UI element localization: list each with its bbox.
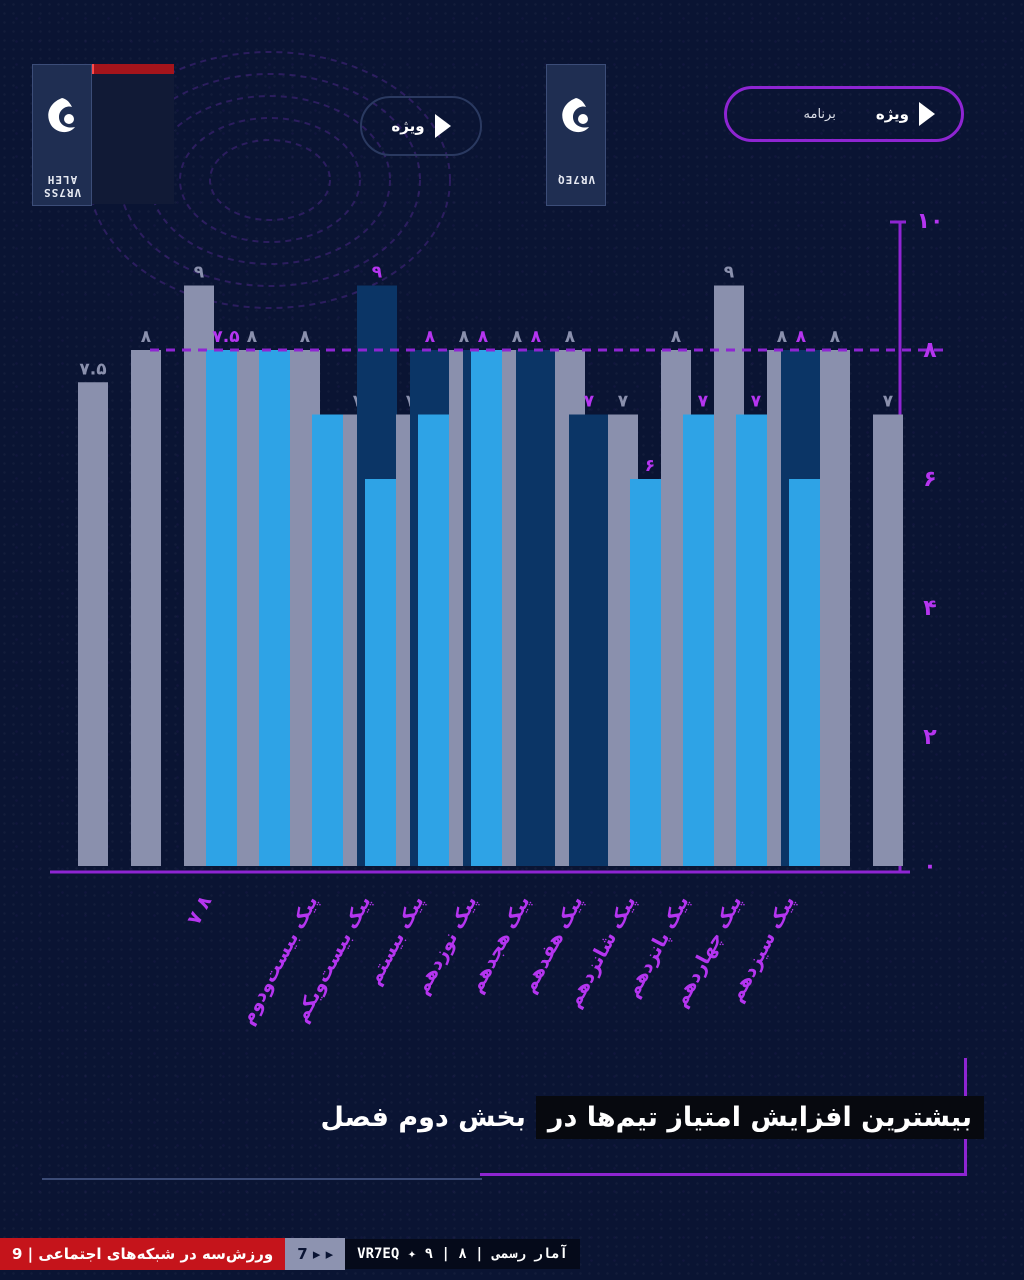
dark-panel (90, 74, 174, 204)
bar-gray (131, 350, 161, 866)
bar-value-label: ۷.۵ (79, 359, 106, 379)
bar-value-label: ۷ (618, 392, 629, 412)
bar-value-label: ۷.۵ (212, 327, 239, 347)
logo-mark-icon (48, 98, 75, 133)
bar-value-label: ۸ (141, 327, 152, 347)
bar-value-label: ۸ (300, 327, 311, 347)
footer-stats: VR7EQ ✦ آمار رسمی | ۸ | ۹ (345, 1239, 580, 1269)
pill-right-muted: برنامه (803, 106, 836, 122)
bar-value-label: ۸ (830, 327, 841, 347)
badge-pill-right: برنامه ویژه (724, 86, 964, 142)
bar-value-label: ۸ (425, 327, 436, 347)
bar-gray (873, 414, 903, 866)
pill-right-strong: ویژه (875, 105, 909, 123)
bar-value-label: ۸ (459, 327, 470, 347)
logo-mark-icon (562, 98, 589, 133)
bar-value-label: ۸ (531, 327, 542, 347)
footer-social[interactable]: 9 | ورزش‌سه در شبکه‌های اجتماعی (0, 1238, 286, 1270)
y-tick-label: ۴ (923, 596, 936, 621)
title-underline (42, 1178, 482, 1180)
footer-bar: 9 | ورزش‌سه در شبکه‌های اجتماعی 7 ▸ ▸ VR… (0, 1236, 790, 1272)
y-tick-label: ۸ (923, 338, 937, 363)
y-tick-label: ۱۰ (917, 209, 944, 234)
footer-nav[interactable]: 7 ▸ ▸ (285, 1238, 346, 1270)
bar-value-label: ۸ (671, 327, 682, 347)
chevron-right-icon (434, 114, 451, 138)
bar-value-label: ۶ (645, 456, 655, 476)
chart-title: بخش دوم فصل بیشترین افزایش امتیاز تیم‌ها… (42, 1086, 984, 1148)
bar-value-label: ۸ (512, 327, 523, 347)
bar-value-label: ۸ (247, 327, 258, 347)
y-tick-label: ۲ (923, 725, 937, 750)
bar-value-label: ۸ (478, 327, 489, 347)
bar-navy (569, 414, 609, 866)
bar-value-label: ۹ (194, 263, 205, 283)
bar-value-label: ۷ (751, 392, 762, 412)
bar-gray (78, 382, 108, 866)
bar-value-label: ۸ (777, 327, 788, 347)
category-label: ۷ ۸ (183, 892, 217, 929)
y-tick-label: ۶ (923, 467, 936, 492)
title-part2: بخش دوم فصل (320, 1101, 526, 1133)
bar-value-label: ۹ (372, 263, 383, 283)
bar-value-label: ۷ (584, 392, 595, 412)
bar-value-label: ۹ (724, 263, 735, 283)
logo-right: VR7EQ (546, 64, 606, 206)
bar-gray (820, 350, 850, 866)
y-tick-label: ۰ (923, 854, 936, 879)
pill-mid-text: ویژه (391, 117, 425, 135)
logo-left: VR7SS ALEH (32, 64, 92, 206)
bar-navy (516, 350, 556, 866)
bar-value-label: ۷ (698, 392, 709, 412)
bar-value-label: ۸ (796, 327, 807, 347)
bar-value-label: ۷ (883, 392, 894, 412)
bar-value-label: ۸ (565, 327, 576, 347)
badge-pill-mid: ویژه (360, 96, 482, 156)
chevron-right-icon (919, 102, 935, 126)
title-part1: بیشترین افزایش امتیاز تیم‌ها در (535, 1095, 984, 1139)
